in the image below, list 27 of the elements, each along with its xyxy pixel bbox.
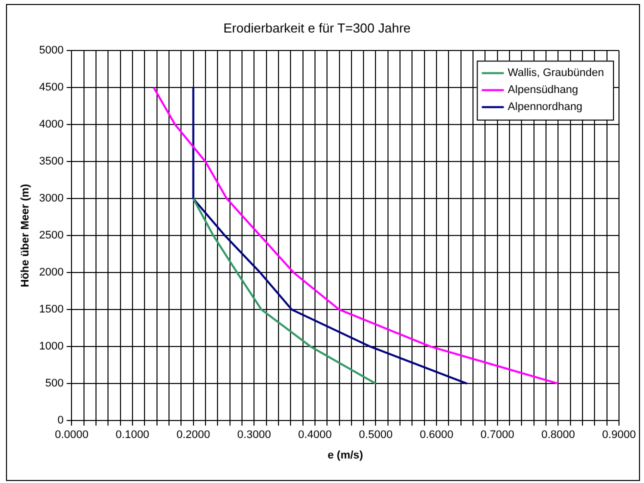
x-tick-label: 0.8000 [541,429,576,442]
legend-label: Alpensüdhang [508,84,578,96]
y-tick-label: 1000 [39,340,64,353]
legend-label: Alpennordhang [508,101,582,114]
x-tick-label: 0.2000 [176,429,210,442]
x-tick-label: 0.6000 [420,429,454,442]
y-tick-label: 500 [45,378,64,390]
y-tick-label: 3000 [39,192,64,205]
x-tick-label: 0.5000 [358,429,393,442]
y-tick-label: 4000 [39,118,64,131]
y-tick-label: 5000 [39,44,64,57]
y-tick-label: 3500 [39,156,64,168]
legend-label: Wallis, Graubünden [508,67,604,80]
y-tick-label: 2000 [39,266,64,279]
y-axis-title: Höhe über Meer (m) [20,184,32,288]
x-tick-label: 0.1000 [116,429,150,442]
chart-title: Erodierbarkeit e für T=300 Jahre [223,20,411,36]
y-tick-label: 2500 [39,230,64,242]
x-tick-label: 0.3000 [237,429,271,442]
x-tick-label: 0.9000 [602,429,636,442]
y-tick-label: 4500 [39,82,64,94]
y-tick-label: 0 [58,414,64,427]
y-tick-label: 1500 [39,304,64,316]
x-tick-label: 0.0000 [54,429,88,442]
x-tick-label: 0.7000 [480,429,514,442]
x-axis-title: e (m/s) [328,449,364,462]
x-tick-label: 0.4000 [298,429,332,442]
